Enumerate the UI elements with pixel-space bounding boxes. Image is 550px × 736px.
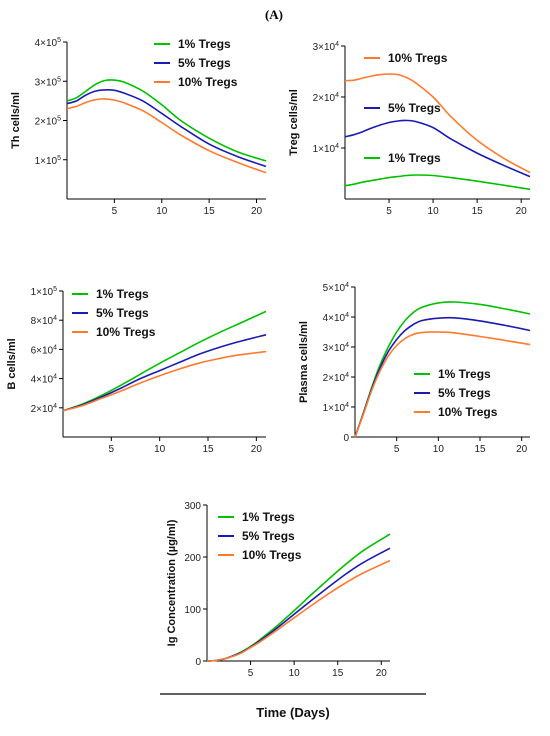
x-tick-label: 15 [332, 668, 344, 679]
x-tick-label: 15 [202, 444, 214, 455]
x-tick-label: 20 [516, 444, 528, 455]
series-line-10pct-tregs [66, 98, 267, 174]
y-axis-label: Ig Concentration (µg/ml) [166, 519, 178, 646]
series-line-10pct-tregs [206, 559, 391, 662]
y-tick-label: 2×105 [35, 116, 62, 128]
x-tick-label: 10 [433, 444, 445, 455]
y-tick-label: 2×104 [313, 92, 340, 104]
legend-entry: 10% Tregs [438, 405, 498, 419]
legend: 10% Tregs 5% Tregs 1% Tregs [364, 51, 448, 165]
series-line-5pct-tregs [66, 89, 267, 168]
y-tick-label: 1×105 [35, 155, 62, 167]
y-tick-label: 1×104 [323, 402, 350, 414]
y-tick-label: 3×104 [323, 342, 350, 354]
series-line-5pct-tregs [344, 119, 531, 178]
series-line-1pct-tregs [62, 310, 267, 412]
legend: 1% Tregs 5% Tregs 10% Tregs [414, 367, 498, 419]
x-tick-label: 20 [251, 444, 263, 455]
y-tick-label: 1×105 [31, 286, 58, 298]
y-axis-label: B cells/ml [6, 338, 18, 389]
y-tick-label: 2×104 [323, 372, 350, 384]
y-tick-label: 3×105 [35, 76, 62, 88]
series-line-1pct-tregs [344, 174, 531, 191]
chart-panel-3: 5 10 15 20 2×104 4×104 6×104 8×104 1×105 B cells/… [6, 286, 267, 455]
x-tick-label: 15 [204, 206, 216, 217]
legend-entry: 1% Tregs [242, 510, 295, 524]
y-tick-label: 0 [343, 433, 349, 444]
x-tick-label: 15 [474, 444, 486, 455]
legend-entry: 10% Tregs [178, 75, 238, 89]
x-tick-label: 10 [154, 444, 166, 455]
legend-entry: 10% Tregs [242, 548, 302, 562]
x-tick-label: 5 [112, 206, 118, 217]
y-axis-label: Plasma cells/ml [298, 321, 310, 403]
legend-entry: 5% Tregs [388, 101, 441, 115]
series-line-5pct-tregs [62, 334, 267, 412]
y-axis-label: Treg cells/ml [288, 89, 300, 156]
series-line-10pct-tregs [354, 331, 531, 438]
legend-entry: 5% Tregs [438, 386, 491, 400]
y-tick-label: 3×104 [313, 41, 340, 53]
legend-entry: 10% Tregs [388, 51, 448, 65]
x-axis-title: Time (Days) [256, 705, 329, 720]
x-tick-label: 15 [472, 206, 484, 217]
legend-entry: 1% Tregs [438, 367, 491, 381]
y-tick-label: 0 [195, 657, 201, 668]
legend-entry: 5% Tregs [178, 56, 231, 70]
series-line-5pct-tregs [206, 547, 391, 662]
x-tick-label: 5 [386, 206, 392, 217]
y-tick-label: 200 [184, 553, 201, 564]
x-tick-label: 10 [428, 206, 440, 217]
legend-entry: 1% Tregs [178, 37, 231, 51]
x-tick-label: 5 [109, 444, 115, 455]
x-tick-label: 5 [248, 668, 254, 679]
x-tick-label: 20 [516, 206, 528, 217]
y-tick-label: 1×104 [313, 143, 340, 155]
x-tick-label: 20 [251, 206, 263, 217]
x-tick-label: 5 [394, 444, 400, 455]
y-tick-label: 4×105 [35, 37, 62, 49]
legend: 1% Tregs 5% Tregs 10% Tregs [154, 37, 238, 89]
x-tick-label: 10 [289, 668, 301, 679]
y-tick-label: 4×104 [31, 374, 58, 386]
x-tick-label: 10 [156, 206, 168, 217]
chart-panel-1: 5 10 15 20 1×105 2×105 3×105 4×105 Th cells/ml 1%… [10, 37, 267, 217]
y-tick-label: 100 [184, 605, 201, 616]
series-line-1pct-tregs [66, 79, 267, 162]
series-line-10pct-tregs [62, 350, 267, 412]
legend-entry: 1% Tregs [96, 287, 149, 301]
y-tick-label: 5×104 [323, 282, 350, 294]
y-tick-label: 2×104 [31, 403, 58, 415]
y-tick-label: 4×104 [323, 312, 350, 324]
y-tick-label: 8×104 [31, 315, 58, 327]
legend-entry: 1% Tregs [388, 151, 441, 165]
legend-entry: 10% Tregs [96, 325, 156, 339]
series-line-10pct-tregs [344, 73, 531, 174]
legend-entry: 5% Tregs [96, 306, 149, 320]
charts: 5 10 15 20 1×105 2×105 3×105 4×105 Th cells/ml 1%… [6, 37, 531, 679]
legend: 1% Tregs 5% Tregs 10% Tregs [72, 287, 156, 339]
legend-entry: 5% Tregs [242, 529, 295, 543]
y-tick-label: 300 [184, 501, 201, 512]
x-tick-label: 20 [376, 668, 388, 679]
chart-panel-4: 5 10 15 20 0 1×104 2×104 3×104 4×104 5×104 Plasma … [298, 282, 531, 455]
y-axis-label: Th cells/ml [10, 92, 22, 149]
panel-label: (A) [265, 7, 283, 22]
legend: 1% Tregs 5% Tregs 10% Tregs [218, 510, 302, 562]
y-tick-label: 6×104 [31, 344, 58, 356]
chart-panel-2: 5 10 15 20 1×104 2×104 3×104 Treg cells/ml 10% T… [288, 41, 531, 217]
